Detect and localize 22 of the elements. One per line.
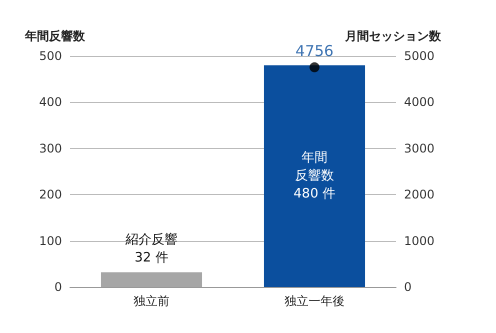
text: 年間 xyxy=(302,150,328,166)
y-axis-title: 年間反響数 xyxy=(24,29,86,43)
y-tick-label: 500 xyxy=(39,49,62,63)
y-tick-label: 300 xyxy=(39,141,62,156)
text: 反響数 xyxy=(295,168,334,184)
y2-tick-label: 1000 xyxy=(404,234,435,248)
y-tick-label: 400 xyxy=(39,95,62,110)
y2-tick-label: 4000 xyxy=(404,95,435,110)
x-tick-label: 独立一年後 xyxy=(284,294,344,308)
x-tick-label: 独立前 xyxy=(134,294,170,308)
y2-tick-label: 2000 xyxy=(404,188,435,202)
data-label: 4756 xyxy=(295,42,334,60)
y-tick-label: 0 xyxy=(54,280,62,294)
y2-tick-label: 3000 xyxy=(404,141,435,156)
text: 32 件 xyxy=(134,250,168,266)
y2-tick-label: 5000 xyxy=(404,49,435,63)
y2-axis-title: 月間セッション数 xyxy=(344,29,442,43)
y-tick-label: 200 xyxy=(39,188,62,202)
text: 紹介反響 xyxy=(126,232,178,248)
y2-tick-label: 0 xyxy=(404,280,412,294)
text: 480 件 xyxy=(294,186,336,202)
y-tick-label: 100 xyxy=(39,234,62,248)
